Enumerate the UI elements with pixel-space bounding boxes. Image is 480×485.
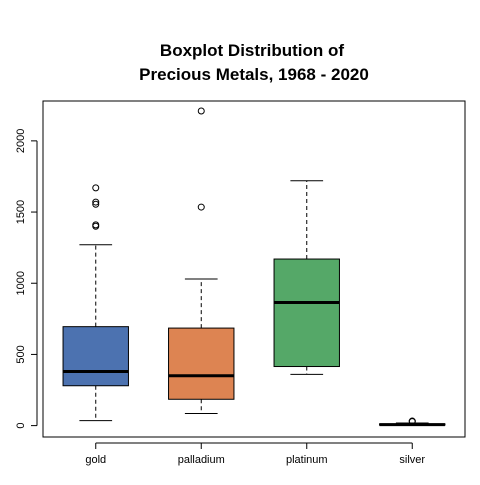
box-silver	[379, 417, 446, 427]
box-platinum	[273, 180, 340, 375]
y-axis: 0 500 1000 1500 2000	[15, 129, 38, 429]
chart-title-line-2: Precious Metals, 1968 - 2020	[139, 65, 369, 84]
box-palladium	[168, 107, 235, 415]
x-tick-label-gold: gold	[85, 454, 106, 466]
outlier-point	[92, 198, 100, 206]
outlier-point	[92, 200, 100, 208]
y-tick-label: 1500	[15, 200, 27, 224]
y-tick-label: 500	[15, 345, 27, 363]
chart-title-line-1: Boxplot Distribution of	[160, 41, 344, 60]
x-axis: gold palladium platinum silver	[85, 442, 425, 466]
outlier-point	[197, 203, 205, 211]
box-body	[273, 258, 340, 368]
outlier-point	[408, 417, 416, 425]
x-tick-label-silver: silver	[399, 454, 425, 466]
plot-frame	[42, 100, 466, 438]
y-tick-label: 0	[15, 423, 27, 429]
x-tick-label-palladium: palladium	[178, 454, 225, 466]
box-body	[62, 326, 129, 387]
outlier-point	[92, 184, 100, 192]
boxes-group	[62, 107, 446, 427]
outlier-point	[92, 221, 100, 229]
x-tick-label-platinum: platinum	[286, 454, 328, 466]
box-gold	[62, 184, 129, 422]
box-body	[168, 327, 235, 400]
y-tick-label: 2000	[15, 129, 27, 153]
outlier-point	[197, 107, 205, 115]
y-tick-label: 1000	[15, 271, 27, 295]
